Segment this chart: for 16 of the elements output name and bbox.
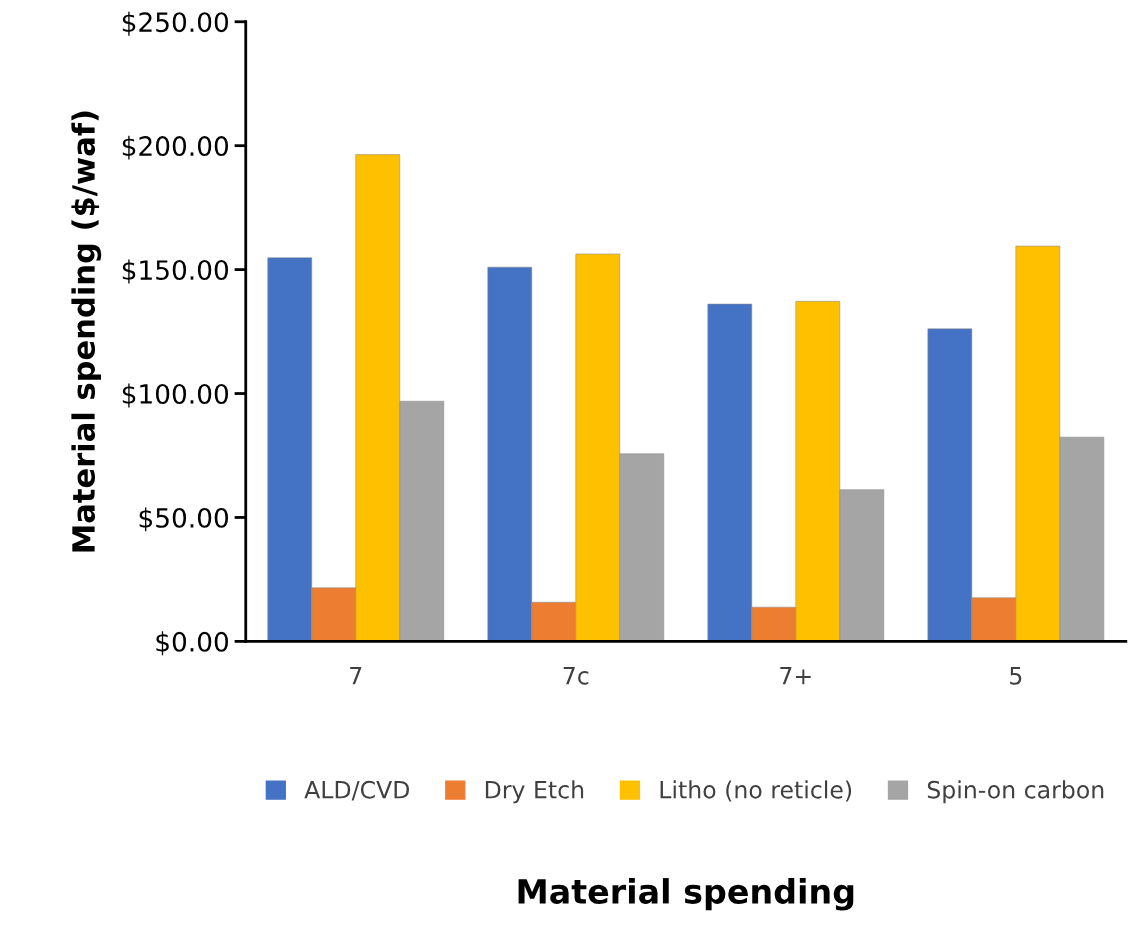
legend-label: Dry Etch (485, 780, 584, 804)
legend-label: Litho (no reticle) (660, 780, 852, 802)
y-tick-label: $250.00 (122, 11, 229, 36)
x-tick-label: 5 (1010, 667, 1022, 685)
x-tick-label: 7+ (780, 667, 811, 685)
y-axis-title: Material spending ($/waf) (71, 111, 102, 552)
x-tick-label: 7 (350, 667, 362, 685)
y-tick-label: $150.00 (122, 259, 229, 284)
text: Material spending (518, 878, 854, 911)
y-tick-label: $50.00 (139, 507, 229, 532)
legend-label: ALD/CVD (304, 780, 410, 801)
y-tick-label: $200.00 (122, 135, 229, 160)
legend-label: Spin-on carbon (927, 780, 1104, 804)
x-tick-label: 7c (563, 667, 589, 685)
y-tick-label: $0.00 (156, 631, 229, 656)
y-tick-label: $100.00 (122, 383, 229, 408)
